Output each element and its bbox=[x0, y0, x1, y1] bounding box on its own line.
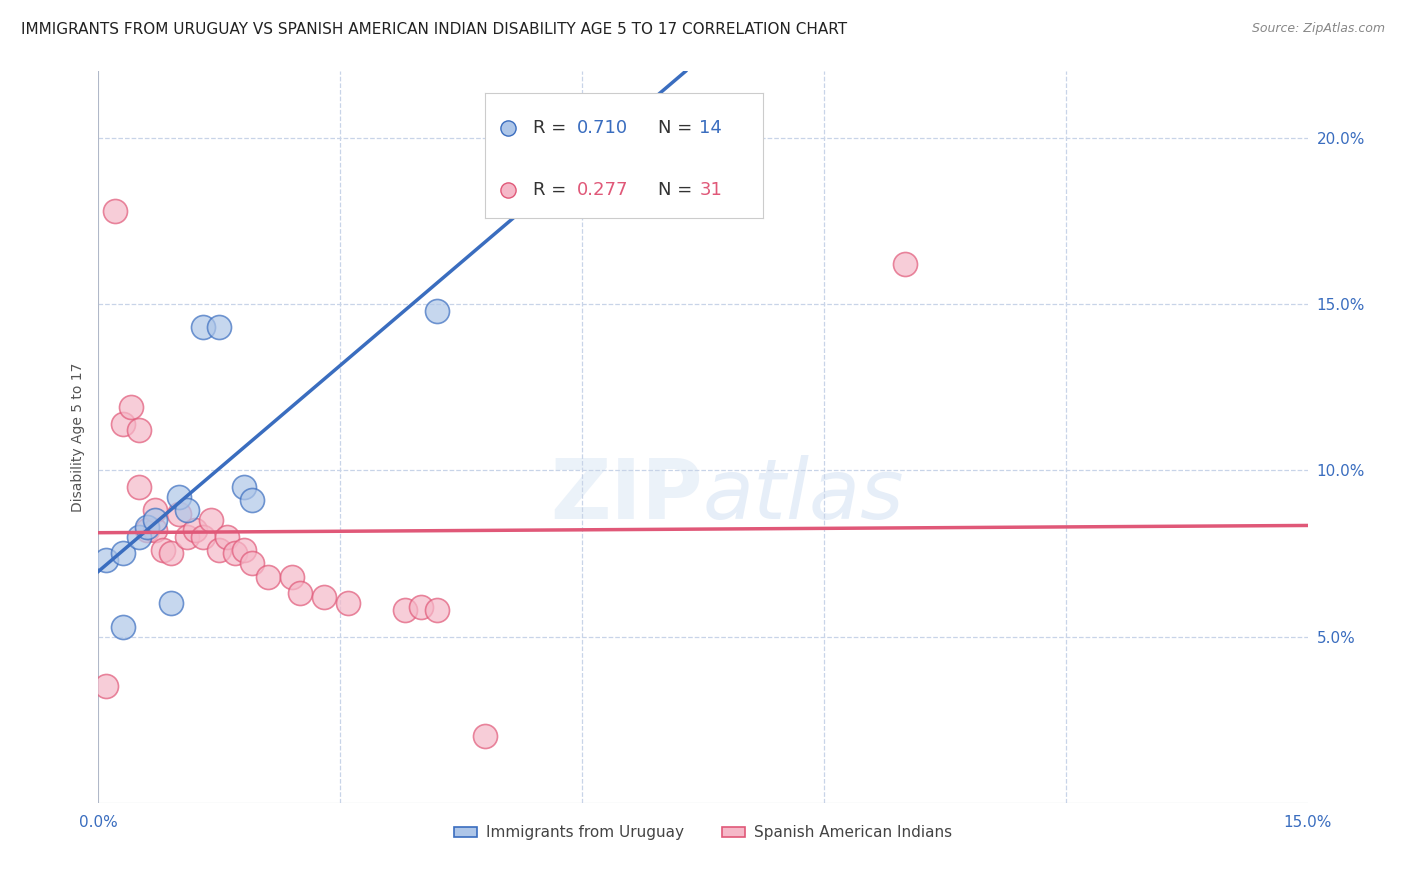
Point bbox=[394, 603, 416, 617]
Point bbox=[217, 530, 239, 544]
Point bbox=[893, 257, 915, 271]
Point bbox=[111, 619, 134, 633]
Point bbox=[160, 596, 183, 610]
Point bbox=[426, 303, 449, 318]
Point bbox=[184, 523, 207, 537]
Point bbox=[111, 546, 134, 560]
Point bbox=[167, 507, 190, 521]
Y-axis label: Disability Age 5 to 17: Disability Age 5 to 17 bbox=[70, 362, 84, 512]
Point bbox=[96, 680, 118, 694]
Point bbox=[143, 513, 166, 527]
Point bbox=[143, 523, 166, 537]
Point bbox=[135, 523, 157, 537]
Point bbox=[314, 590, 336, 604]
Point bbox=[128, 530, 150, 544]
Point bbox=[135, 520, 157, 534]
Point bbox=[256, 570, 278, 584]
Point bbox=[103, 204, 125, 219]
Point bbox=[152, 543, 174, 558]
Point bbox=[240, 557, 263, 571]
Text: Source: ZipAtlas.com: Source: ZipAtlas.com bbox=[1251, 22, 1385, 36]
Point bbox=[337, 596, 360, 610]
Point bbox=[193, 320, 215, 334]
Point bbox=[409, 599, 432, 614]
Point bbox=[224, 546, 246, 560]
Point bbox=[128, 480, 150, 494]
Text: atlas: atlas bbox=[703, 455, 904, 536]
Text: IMMIGRANTS FROM URUGUAY VS SPANISH AMERICAN INDIAN DISABILITY AGE 5 TO 17 CORREL: IMMIGRANTS FROM URUGUAY VS SPANISH AMERI… bbox=[21, 22, 848, 37]
Point bbox=[128, 424, 150, 438]
Point bbox=[232, 543, 254, 558]
Legend: Immigrants from Uruguay, Spanish American Indians: Immigrants from Uruguay, Spanish America… bbox=[447, 819, 959, 847]
Point bbox=[232, 480, 254, 494]
Point bbox=[143, 503, 166, 517]
Point bbox=[167, 490, 190, 504]
Point bbox=[160, 546, 183, 560]
Point bbox=[193, 530, 215, 544]
Point bbox=[288, 586, 311, 600]
Point bbox=[281, 570, 304, 584]
Point bbox=[176, 503, 198, 517]
Point bbox=[120, 400, 142, 414]
Text: ZIP: ZIP bbox=[551, 455, 703, 536]
Point bbox=[111, 417, 134, 431]
Point bbox=[96, 553, 118, 567]
Point bbox=[208, 320, 231, 334]
Point bbox=[474, 729, 496, 743]
Point bbox=[200, 513, 222, 527]
Point bbox=[176, 530, 198, 544]
Point bbox=[426, 603, 449, 617]
Point bbox=[240, 493, 263, 508]
Point bbox=[208, 543, 231, 558]
